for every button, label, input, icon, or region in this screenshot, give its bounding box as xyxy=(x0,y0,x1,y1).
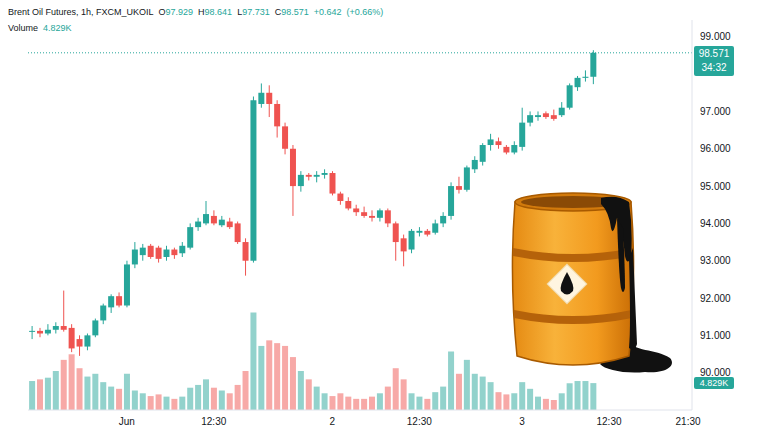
html-text:Brent Oil Futures, 1h, FXCM_UK: Brent Oil Futures, 1h, FXCM_UKOIL xyxy=(8,7,154,17)
html-text:(+0.66%): (+0.66%) xyxy=(346,7,384,17)
html-text:4.829K: 4.829K xyxy=(699,378,729,389)
svg-text:21:30: 21:30 xyxy=(676,416,701,427)
svg-text:94.000: 94.000 xyxy=(700,218,731,229)
svg-text:12:30: 12:30 xyxy=(407,416,432,427)
html-text:O 97.929: O 97.929 xyxy=(158,7,194,17)
html-text:4.829K: 4.829K xyxy=(43,23,72,33)
svg-text:12:30: 12:30 xyxy=(201,416,226,427)
svg-text:96.000: 96.000 xyxy=(700,143,731,154)
svg-text:3: 3 xyxy=(519,416,525,427)
html-text:+0.642: +0.642 xyxy=(313,7,342,17)
html-text:H 98.641: H 98.641 xyxy=(198,7,233,17)
svg-text:91.000: 91.000 xyxy=(700,330,731,341)
svg-text:99.000: 99.000 xyxy=(700,31,731,42)
html-text:C 98.571: C 98.571 xyxy=(274,7,309,17)
html-text:98.571: 98.571 xyxy=(698,47,730,59)
svg-text:97.000: 97.000 xyxy=(700,106,731,117)
svg-text:Jun: Jun xyxy=(119,416,135,427)
html-text:Volume: Volume xyxy=(8,23,38,33)
svg-text:2: 2 xyxy=(330,416,336,427)
svg-text:92.000: 92.000 xyxy=(700,293,731,304)
svg-text:95.000: 95.000 xyxy=(700,181,731,192)
html-text:34:32: 34:32 xyxy=(701,61,727,73)
svg-text:12:30: 12:30 xyxy=(596,416,621,427)
html-text:L 97.731: L 97.731 xyxy=(237,7,270,17)
svg-text:90.000: 90.000 xyxy=(700,367,731,379)
svg-text:93.000: 93.000 xyxy=(700,255,731,266)
